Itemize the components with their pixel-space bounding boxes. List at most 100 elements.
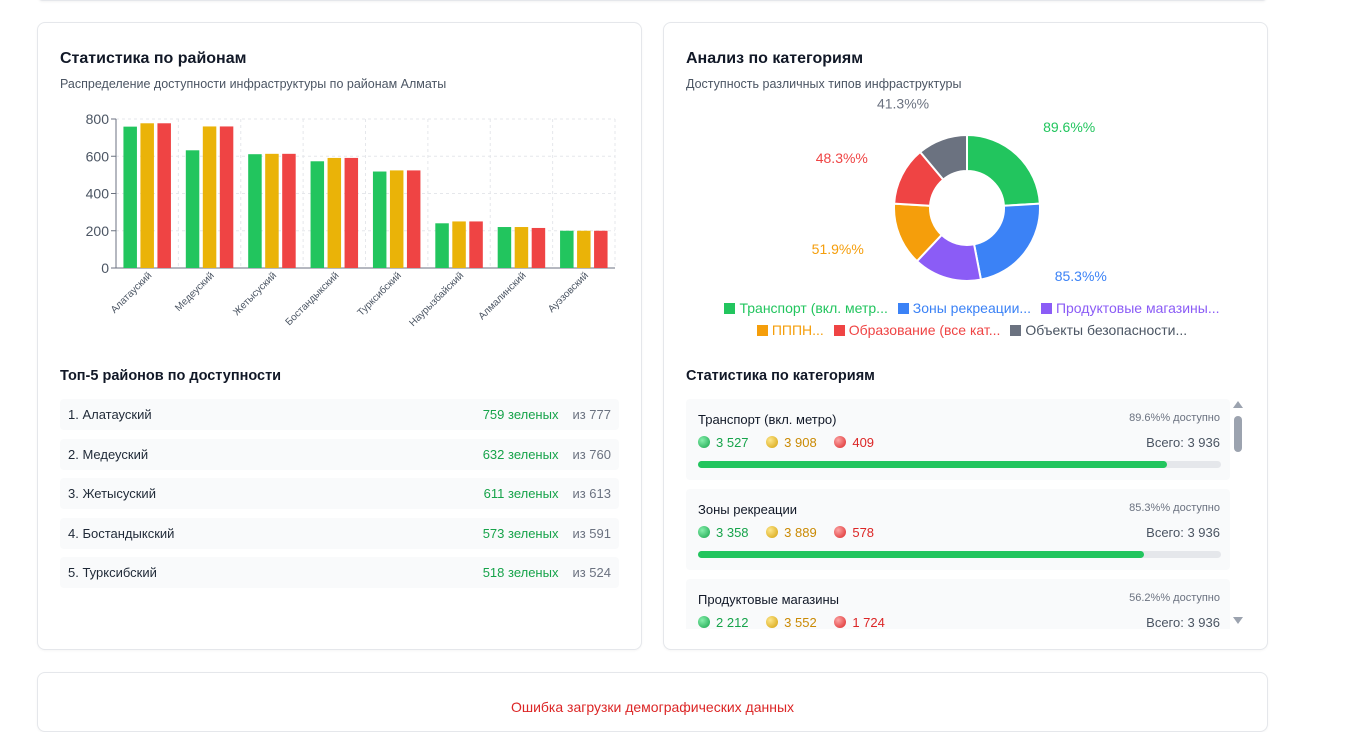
- red-count: 578: [852, 525, 875, 540]
- bar[interactable]: [497, 227, 512, 268]
- legend-item[interactable]: ПППН...: [756, 319, 824, 341]
- bar[interactable]: [469, 221, 483, 268]
- bar[interactable]: [531, 227, 546, 268]
- category-total: Всего: 3 936: [1146, 435, 1220, 450]
- x-tick-label: Жетысуский: [231, 270, 279, 318]
- slice-label: 51.9%%: [812, 241, 864, 257]
- scroll-down-arrow-icon[interactable]: [1233, 617, 1243, 624]
- green-count: 759 зеленых: [482, 407, 559, 422]
- bar[interactable]: [435, 223, 449, 268]
- category-total: Всего: 3 936: [1146, 615, 1220, 629]
- x-tick-label: Алатауский: [109, 270, 154, 315]
- scroll-up-arrow-icon[interactable]: [1233, 401, 1243, 408]
- donut-slice[interactable]: [972, 202, 1041, 281]
- bar[interactable]: [265, 153, 279, 268]
- bar[interactable]: [185, 150, 200, 268]
- list-item: 4. Бостандыкский 573 зеленых из 591: [60, 517, 619, 549]
- legend-swatch: [1010, 325, 1022, 336]
- legend-label: Продуктовые магазины...: [1055, 300, 1220, 316]
- progress-bar: [698, 461, 1221, 468]
- slice-label: 48.3%%: [816, 150, 868, 166]
- total-count: из 613: [572, 486, 611, 501]
- y-tick-label: 400: [86, 186, 110, 202]
- bar[interactable]: [327, 157, 342, 268]
- slice-label: 85.3%%: [1055, 268, 1107, 284]
- yellow-dot-icon: [766, 526, 779, 538]
- slice-label: 89.6%%: [1043, 119, 1095, 135]
- bar[interactable]: [560, 230, 574, 268]
- districts-card: Статистика по районам Распределение дост…: [37, 22, 642, 650]
- red-count: 409: [852, 435, 875, 450]
- districts-subtitle: Распределение доступности инфраструктуры…: [60, 77, 447, 91]
- legend-swatch: [897, 303, 909, 314]
- yellow-dot-icon: [766, 436, 779, 448]
- bar[interactable]: [248, 154, 262, 268]
- bar[interactable]: [310, 161, 325, 268]
- demographics-card: Ошибка загрузки демографических данных: [37, 672, 1268, 732]
- district-name: 4. Бостандыкский: [68, 525, 175, 541]
- bar[interactable]: [140, 123, 154, 268]
- category-counts: 3 358 3 889 578: [698, 525, 888, 540]
- bar[interactable]: [157, 123, 171, 268]
- legend-label: ПППН...: [771, 322, 824, 338]
- scrollbar-thumb[interactable]: [1234, 416, 1242, 452]
- category-stats-title: Статистика по категориям: [686, 368, 875, 384]
- x-tick-label: Медеуский: [173, 270, 216, 313]
- district-name: 3. Жетысуский: [68, 486, 156, 501]
- slice-label: 41.3%%: [877, 96, 929, 112]
- legend-item[interactable]: Образование (все кат...: [833, 319, 1001, 341]
- categories-card: Анализ по категориям Доступность различн…: [663, 22, 1268, 650]
- bar[interactable]: [344, 157, 359, 268]
- districts-title: Статистика по районам: [60, 50, 247, 67]
- legend-item[interactable]: Объекты безопасности...: [1010, 319, 1187, 341]
- donut-slice[interactable]: [966, 133, 1041, 207]
- red-dot-icon: [834, 436, 847, 448]
- top-districts-title: Топ-5 районов по доступности: [60, 368, 282, 384]
- x-tick-label: Ауэзовский: [546, 270, 591, 315]
- donut-slice[interactable]: [918, 133, 968, 182]
- category-name: Зоны рекреации: [698, 502, 798, 517]
- green-count: 518 зеленых: [482, 565, 559, 580]
- y-tick-label: 0: [101, 260, 109, 276]
- list-item: Продуктовые магазины 56.2%% доступно 2 2…: [686, 579, 1230, 629]
- bar[interactable]: [452, 221, 466, 268]
- bar[interactable]: [406, 170, 421, 268]
- legend-item[interactable]: Транспорт (вкл. метр...: [724, 297, 888, 319]
- bar[interactable]: [282, 153, 296, 268]
- total-count: из 777: [572, 407, 611, 422]
- legend-item[interactable]: Зоны рекреации...: [897, 297, 1032, 319]
- bar[interactable]: [202, 126, 217, 268]
- bar[interactable]: [577, 230, 591, 268]
- x-tick-label: Турксибский: [355, 270, 404, 319]
- bar[interactable]: [123, 126, 137, 268]
- legend-label: Зоны рекреации...: [912, 300, 1032, 316]
- list-item: Транспорт (вкл. метро) 89.6%% доступно 3…: [686, 399, 1230, 480]
- districts-bar-chart: 0 200 400 600 800 Алатауский Медеуский Жетысуск…: [86, 111, 616, 329]
- total-count: из 591: [572, 525, 611, 541]
- previous-card-edge: [38, 0, 1267, 1]
- bar[interactable]: [389, 170, 404, 268]
- category-name: Продуктовые магазины: [698, 592, 840, 607]
- legend-label: Образование (все кат...: [848, 322, 1001, 338]
- list-item: 1. Алатауский 759 зеленых из 777: [60, 399, 619, 430]
- bar[interactable]: [219, 126, 234, 268]
- progress-bar: [698, 551, 1221, 558]
- red-dot-icon: [834, 616, 847, 628]
- legend-swatch: [1040, 303, 1052, 314]
- y-tick-label: 600: [86, 148, 110, 164]
- category-percent: 56.2%% доступно: [1129, 592, 1220, 604]
- list-item: 3. Жетысуский 611 зеленых из 613: [60, 478, 619, 509]
- yellow-count: 3 908: [784, 435, 817, 450]
- legend-item[interactable]: Продуктовые магазины...: [1040, 297, 1220, 319]
- category-percent: 85.3%% доступно: [1129, 502, 1220, 514]
- x-tick-label: Бостандыкский: [284, 270, 342, 328]
- bar[interactable]: [372, 171, 387, 268]
- list-item: 5. Турксибский 518 зеленых из 524: [60, 557, 619, 588]
- category-stats-list[interactable]: Транспорт (вкл. метро) 89.6%% доступно 3…: [686, 399, 1232, 629]
- bar[interactable]: [514, 227, 529, 268]
- total-count: из 524: [572, 565, 611, 580]
- bar[interactable]: [594, 230, 608, 268]
- legend-swatch: [833, 325, 845, 336]
- legend-swatch: [724, 303, 736, 314]
- category-total: Всего: 3 936: [1146, 525, 1220, 540]
